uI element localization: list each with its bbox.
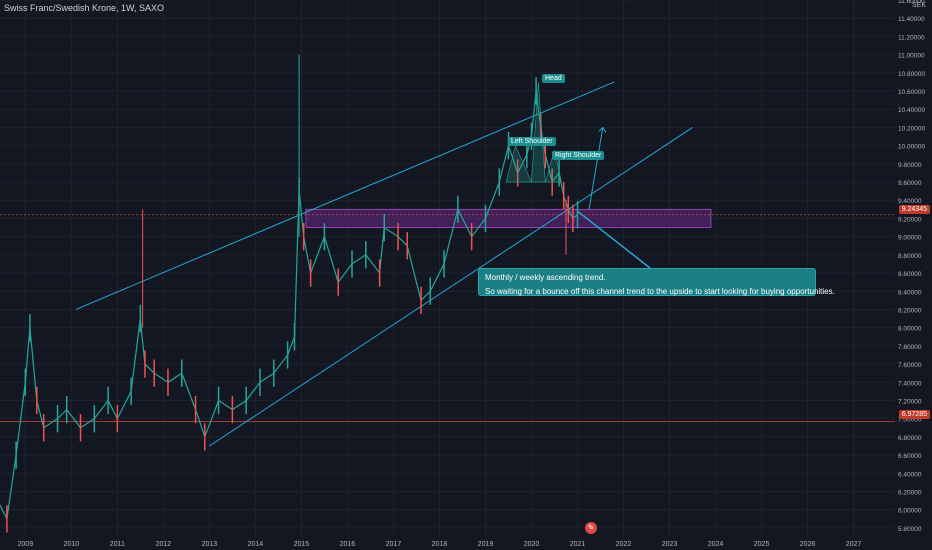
x-tick-label: 2015 [294,541,310,548]
y-tick-label: 9.20000 [898,216,922,223]
y-tick-label: 6.20000 [898,489,922,496]
y-tick-label: 6.60000 [898,453,922,460]
y-tick-label: 7.20000 [898,398,922,405]
y-tick-label: 9.80000 [898,162,922,169]
y-tick-label: 8.00000 [898,326,922,333]
y-tick-label: 10.80000 [898,71,925,78]
head-and-shoulders-pattern [505,81,562,183]
current-price-tag: 9.24345 [898,205,930,214]
analysis-callout: Monthly / weekly ascending trend. So wai… [478,268,835,296]
x-tick-label: 2018 [432,541,448,548]
y-tick-label: 11.20000 [898,34,925,41]
left-shoulder-label: Left Shoulder [508,137,556,146]
x-tick-label: 2016 [340,541,356,548]
callout-pointer [577,210,651,269]
y-tick-label: 11.40000 [898,16,925,23]
callout-line-1: Monthly / weekly ascending trend. [485,273,606,282]
x-tick-label: 2022 [616,541,632,548]
y-tick-label: 8.20000 [898,307,922,314]
y-tick-label: 9.00000 [898,235,922,242]
y-tick-label: 11.00000 [898,53,925,60]
x-tick-label: 2020 [524,541,540,548]
trend-line [75,81,615,310]
projection-arrow [588,127,604,210]
y-tick-label: 7.40000 [898,380,922,387]
x-tick-label: 2019 [478,541,494,548]
trend-line [209,127,693,447]
y-tick-label: 10.60000 [898,89,925,96]
y-tick-label: 6.80000 [898,435,922,442]
y-tick-label: 5.80000 [898,526,922,533]
y-tick-label: 9.40000 [898,198,922,205]
y-tick-label: 6.40000 [898,471,922,478]
x-tick-label: 2013 [202,541,218,548]
tradingview-logo-icon[interactable]: ✎ [585,522,597,534]
y-tick-label: 8.80000 [898,253,922,260]
x-tick-label: 2027 [846,541,862,548]
y-tick-label: 9.60000 [898,180,922,187]
y-tick-label: 10.40000 [898,107,925,114]
y-tick-label: 11.60000 [898,0,925,5]
y-tick-label: 10.20000 [898,125,925,132]
x-tick-label: 2012 [156,541,172,548]
projection-arrow-head [598,126,607,133]
x-tick-label: 2014 [248,541,264,548]
x-tick-label: 2024 [708,541,724,548]
x-tick-label: 2026 [800,541,816,548]
y-tick-label: 8.60000 [898,271,922,278]
x-tick-label: 2025 [754,541,770,548]
y-tick-label: 10.00000 [898,144,925,151]
x-tick-label: 2021 [570,541,586,548]
y-tick-label: 7.60000 [898,362,922,369]
y-tick-label: 8.40000 [898,289,922,296]
head-label: Head [542,74,565,83]
x-tick-label: 2017 [386,541,402,548]
x-tick-label: 2010 [64,541,80,548]
reference-price-tag: 6.97285 [898,410,930,419]
x-tick-label: 2011 [110,541,125,548]
currency-label: SEK [911,2,926,9]
chart-title: Swiss Franc/Swedish Krone, 1W, SAXO [4,3,165,13]
x-tick-label: 2023 [662,541,678,548]
support-zone [305,208,712,228]
y-tick-label: 7.80000 [898,344,922,351]
x-tick-label: 2009 [18,541,34,548]
right-shoulder-label: Right Shoulder [552,151,605,160]
callout-line-2: So waiting for a bounce off this channel… [485,287,835,296]
y-tick-label: 6.00000 [898,508,922,515]
y-tick-label: 7.00000 [898,417,922,424]
